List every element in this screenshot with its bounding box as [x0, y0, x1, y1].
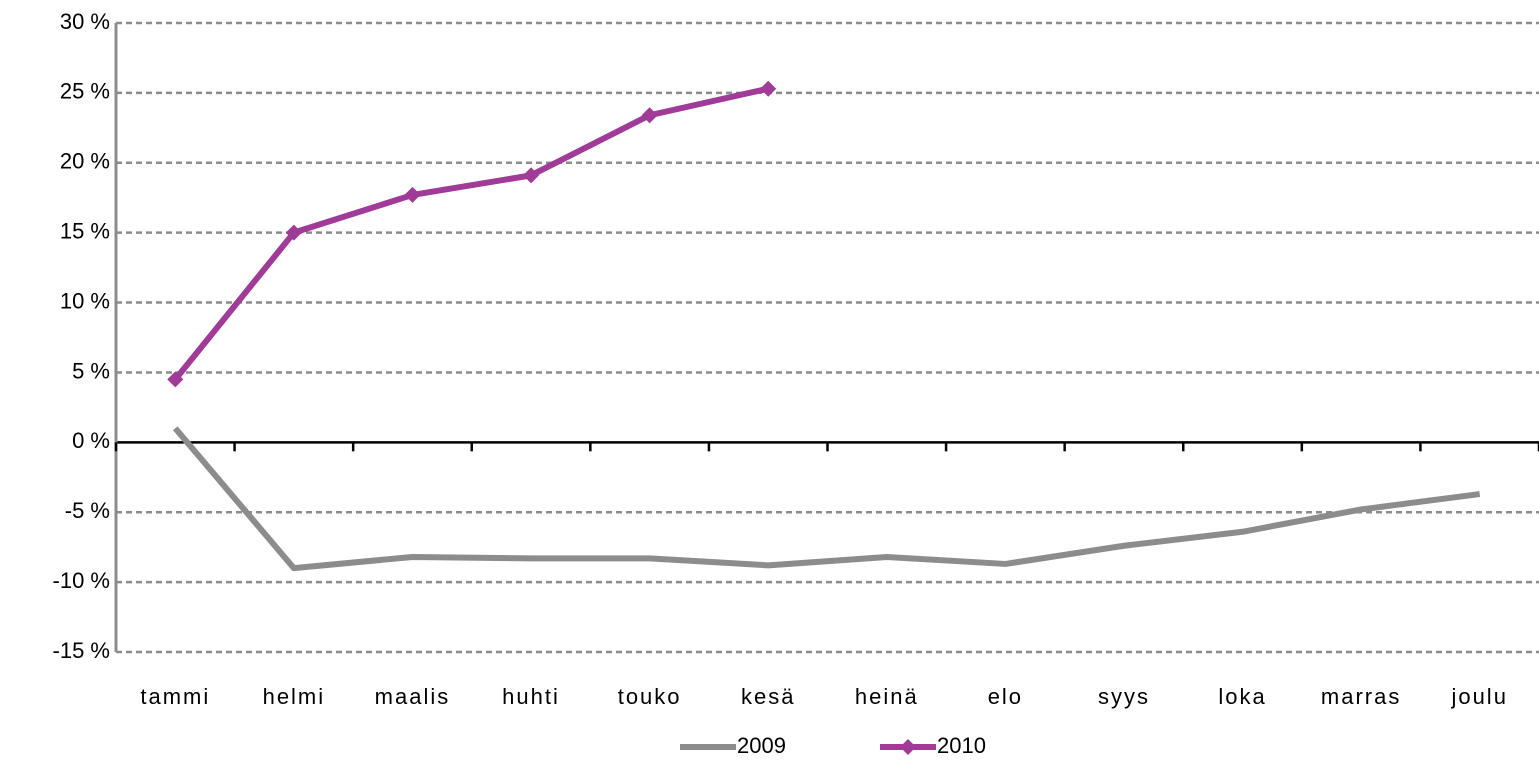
- x-tick-label: elo: [988, 684, 1023, 709]
- x-tick-label: maalis: [375, 684, 451, 709]
- x-tick-label: joulu: [1450, 684, 1507, 709]
- y-tick-label: -10 %: [53, 568, 110, 593]
- point-marker: [285, 224, 302, 241]
- legend-label: 2009: [737, 733, 786, 758]
- x-tick-label: kesä: [741, 684, 795, 709]
- legend-marker: [900, 739, 916, 755]
- x-tick-label: touko: [618, 684, 682, 709]
- point-marker: [641, 107, 658, 124]
- point-marker: [167, 371, 184, 388]
- y-tick-label: 30 %: [60, 9, 110, 34]
- legend-label: 2010: [937, 733, 986, 758]
- y-tick-label: 10 %: [60, 288, 110, 313]
- x-tick-label: syys: [1098, 684, 1150, 709]
- point-marker: [760, 80, 777, 97]
- y-tick-label: 20 %: [60, 149, 110, 174]
- y-tick-label: 25 %: [60, 79, 110, 104]
- x-tick-label: helmi: [263, 684, 326, 709]
- point-marker: [523, 167, 540, 184]
- y-tick-label: 5 %: [72, 358, 110, 383]
- x-tick-label: tammi: [140, 684, 210, 709]
- series-line: [172, 85, 769, 382]
- x-tick-label: marras: [1321, 684, 1401, 709]
- y-tick-label: 0 %: [72, 428, 110, 453]
- x-tick-label: loka: [1218, 684, 1266, 709]
- point-marker: [404, 186, 421, 203]
- x-tick-label: heinä: [855, 684, 919, 709]
- series-line: [173, 426, 1481, 572]
- y-tick-label: 15 %: [60, 218, 110, 243]
- y-tick-label: -15 %: [53, 638, 110, 663]
- x-tick-label: huhti: [502, 684, 560, 709]
- y-tick-label: -5 %: [65, 498, 110, 523]
